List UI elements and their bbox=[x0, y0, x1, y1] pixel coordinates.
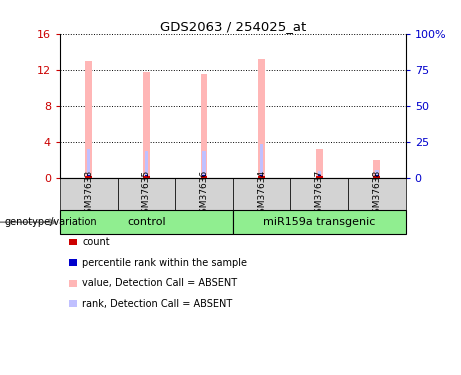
Bar bbox=[145, 175, 148, 176]
Bar bbox=[318, 171, 321, 178]
Bar bbox=[60, 210, 233, 234]
Bar bbox=[87, 175, 90, 176]
Bar bbox=[373, 176, 380, 178]
Bar bbox=[375, 170, 378, 178]
Bar bbox=[260, 175, 263, 176]
Bar bbox=[373, 160, 380, 178]
Bar bbox=[318, 175, 321, 176]
Text: control: control bbox=[127, 217, 165, 227]
Text: genotype/variation: genotype/variation bbox=[5, 217, 97, 227]
Bar bbox=[260, 144, 263, 178]
Bar bbox=[143, 72, 150, 178]
Bar bbox=[375, 175, 378, 176]
Bar bbox=[348, 178, 406, 210]
Bar bbox=[316, 176, 323, 178]
Text: GSM37634: GSM37634 bbox=[257, 170, 266, 219]
Bar bbox=[233, 178, 290, 210]
Text: miR159a transgenic: miR159a transgenic bbox=[263, 217, 375, 227]
Bar bbox=[233, 210, 406, 234]
Text: rank, Detection Call = ABSENT: rank, Detection Call = ABSENT bbox=[82, 299, 232, 309]
Text: GSM37638: GSM37638 bbox=[372, 170, 381, 219]
Bar bbox=[202, 175, 206, 176]
Bar bbox=[85, 176, 92, 178]
Bar bbox=[201, 176, 207, 178]
Bar bbox=[290, 178, 348, 210]
Bar bbox=[87, 149, 90, 178]
Text: GSM37636: GSM37636 bbox=[200, 170, 208, 219]
Bar bbox=[85, 61, 92, 178]
Bar bbox=[316, 149, 323, 178]
Bar bbox=[202, 151, 206, 178]
Bar bbox=[60, 178, 118, 210]
Text: value, Detection Call = ABSENT: value, Detection Call = ABSENT bbox=[82, 278, 237, 288]
Text: percentile rank within the sample: percentile rank within the sample bbox=[82, 258, 247, 267]
Text: GSM37635: GSM37635 bbox=[142, 170, 151, 219]
Bar bbox=[143, 176, 150, 178]
Bar bbox=[175, 178, 233, 210]
Bar bbox=[258, 59, 265, 178]
Text: count: count bbox=[82, 237, 110, 247]
Bar bbox=[201, 74, 207, 178]
Text: GSM37633: GSM37633 bbox=[84, 170, 93, 219]
Title: GDS2063 / 254025_at: GDS2063 / 254025_at bbox=[160, 20, 306, 33]
Bar bbox=[258, 176, 265, 178]
Bar bbox=[118, 178, 175, 210]
Bar bbox=[145, 151, 148, 178]
Text: GSM37637: GSM37637 bbox=[315, 170, 324, 219]
